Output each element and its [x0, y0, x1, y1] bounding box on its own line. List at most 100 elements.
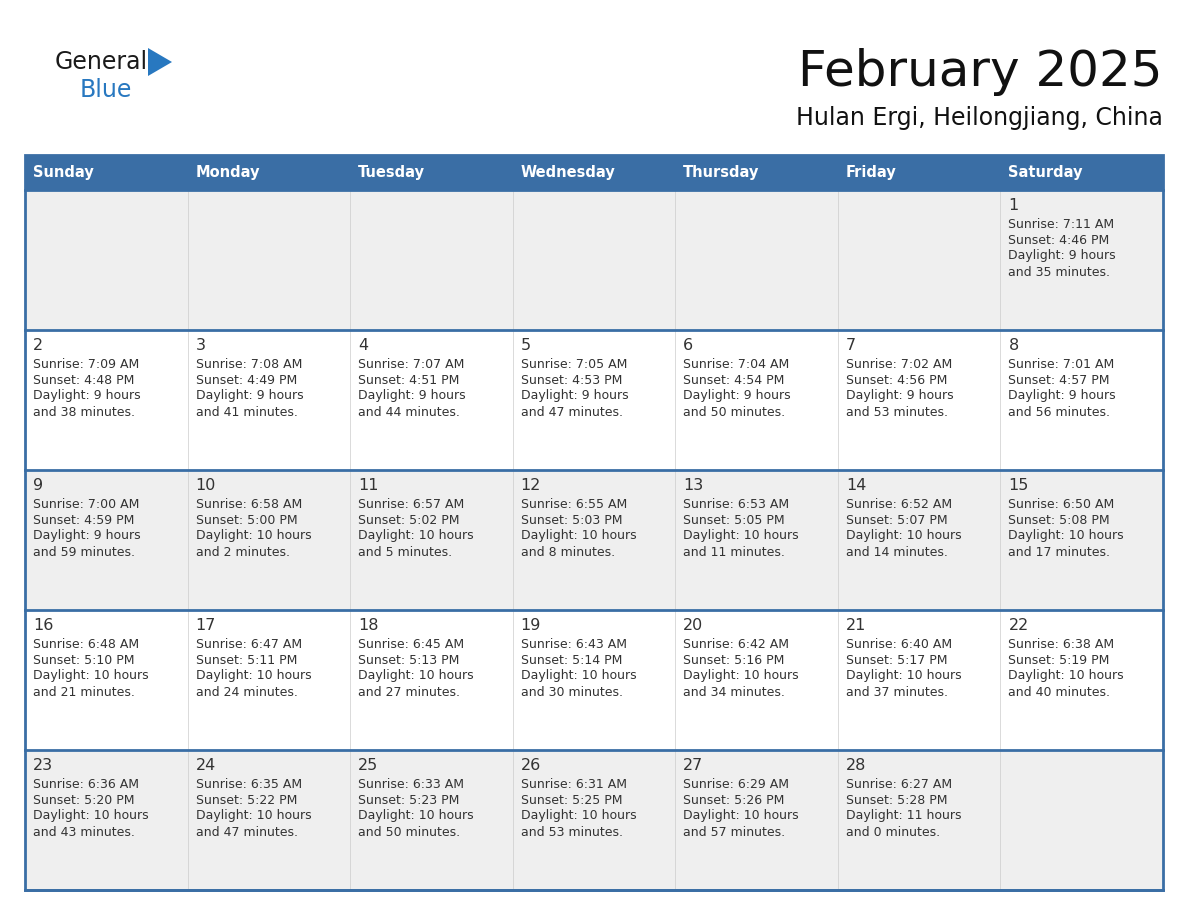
Text: 20: 20 [683, 619, 703, 633]
Text: and 35 minutes.: and 35 minutes. [1009, 265, 1111, 278]
Text: and 34 minutes.: and 34 minutes. [683, 686, 785, 699]
Text: Daylight: 10 hours: Daylight: 10 hours [520, 530, 637, 543]
Text: 2: 2 [33, 339, 43, 353]
Text: Sunset: 5:26 PM: Sunset: 5:26 PM [683, 793, 784, 807]
Text: Daylight: 10 hours: Daylight: 10 hours [520, 810, 637, 823]
Text: Sunset: 5:28 PM: Sunset: 5:28 PM [846, 793, 947, 807]
Text: Sunset: 5:10 PM: Sunset: 5:10 PM [33, 654, 134, 666]
Text: Sunrise: 7:11 AM: Sunrise: 7:11 AM [1009, 218, 1114, 230]
Text: Sunrise: 6:47 AM: Sunrise: 6:47 AM [196, 637, 302, 651]
Text: Sunset: 5:23 PM: Sunset: 5:23 PM [358, 793, 460, 807]
Text: Sunset: 5:13 PM: Sunset: 5:13 PM [358, 654, 460, 666]
Text: Sunset: 4:49 PM: Sunset: 4:49 PM [196, 374, 297, 386]
Text: Daylight: 9 hours: Daylight: 9 hours [33, 389, 140, 402]
Text: Daylight: 10 hours: Daylight: 10 hours [1009, 530, 1124, 543]
Text: Daylight: 10 hours: Daylight: 10 hours [683, 530, 798, 543]
Text: 17: 17 [196, 619, 216, 633]
Text: Sunrise: 6:52 AM: Sunrise: 6:52 AM [846, 498, 952, 510]
Text: Sunrise: 6:42 AM: Sunrise: 6:42 AM [683, 637, 789, 651]
Text: Sunset: 5:20 PM: Sunset: 5:20 PM [33, 793, 134, 807]
Text: Sunset: 4:48 PM: Sunset: 4:48 PM [33, 374, 134, 386]
Text: 18: 18 [358, 619, 379, 633]
Text: 11: 11 [358, 478, 379, 494]
Text: 22: 22 [1009, 619, 1029, 633]
Text: Sunset: 4:53 PM: Sunset: 4:53 PM [520, 374, 623, 386]
Text: Daylight: 10 hours: Daylight: 10 hours [358, 810, 474, 823]
Text: 15: 15 [1009, 478, 1029, 494]
Text: Sunrise: 6:35 AM: Sunrise: 6:35 AM [196, 778, 302, 790]
Text: Sunset: 5:19 PM: Sunset: 5:19 PM [1009, 654, 1110, 666]
Text: and 11 minutes.: and 11 minutes. [683, 545, 785, 558]
Text: Sunset: 5:07 PM: Sunset: 5:07 PM [846, 513, 948, 527]
Text: Daylight: 10 hours: Daylight: 10 hours [1009, 669, 1124, 682]
Text: Sunset: 5:16 PM: Sunset: 5:16 PM [683, 654, 784, 666]
Text: General: General [55, 50, 148, 74]
Text: Sunset: 5:11 PM: Sunset: 5:11 PM [196, 654, 297, 666]
Text: 21: 21 [846, 619, 866, 633]
Text: 23: 23 [33, 758, 53, 774]
Text: Thursday: Thursday [683, 165, 759, 180]
Text: and 17 minutes.: and 17 minutes. [1009, 545, 1111, 558]
Text: Sunset: 4:57 PM: Sunset: 4:57 PM [1009, 374, 1110, 386]
Bar [25, 750, 1163, 890]
Text: Daylight: 10 hours: Daylight: 10 hours [846, 530, 961, 543]
Text: Sunrise: 6:43 AM: Sunrise: 6:43 AM [520, 637, 627, 651]
Text: Sunrise: 7:05 AM: Sunrise: 7:05 AM [520, 357, 627, 371]
Text: and 57 minutes.: and 57 minutes. [683, 825, 785, 838]
Text: Daylight: 10 hours: Daylight: 10 hours [683, 810, 798, 823]
Text: Sunset: 5:17 PM: Sunset: 5:17 PM [846, 654, 947, 666]
Text: 5: 5 [520, 339, 531, 353]
Text: 4: 4 [358, 339, 368, 353]
Text: Sunrise: 6:58 AM: Sunrise: 6:58 AM [196, 498, 302, 510]
Text: Sunset: 5:22 PM: Sunset: 5:22 PM [196, 793, 297, 807]
Text: Sunset: 5:03 PM: Sunset: 5:03 PM [520, 513, 623, 527]
Text: Sunset: 4:54 PM: Sunset: 4:54 PM [683, 374, 784, 386]
Text: Daylight: 10 hours: Daylight: 10 hours [33, 669, 148, 682]
Text: and 41 minutes.: and 41 minutes. [196, 406, 297, 419]
Text: Daylight: 10 hours: Daylight: 10 hours [196, 669, 311, 682]
Text: Sunrise: 6:38 AM: Sunrise: 6:38 AM [1009, 637, 1114, 651]
Text: Sunrise: 6:50 AM: Sunrise: 6:50 AM [1009, 498, 1114, 510]
Text: 26: 26 [520, 758, 541, 774]
Text: 14: 14 [846, 478, 866, 494]
Bar [25, 470, 1163, 610]
Text: 27: 27 [683, 758, 703, 774]
Text: and 27 minutes.: and 27 minutes. [358, 686, 460, 699]
Text: and 44 minutes.: and 44 minutes. [358, 406, 460, 419]
Text: Sunset: 4:56 PM: Sunset: 4:56 PM [846, 374, 947, 386]
Text: Daylight: 9 hours: Daylight: 9 hours [33, 530, 140, 543]
Text: Sunrise: 6:48 AM: Sunrise: 6:48 AM [33, 637, 139, 651]
Text: Saturday: Saturday [1009, 165, 1083, 180]
Text: Sunset: 4:51 PM: Sunset: 4:51 PM [358, 374, 460, 386]
Text: Daylight: 10 hours: Daylight: 10 hours [520, 669, 637, 682]
Bar [25, 190, 1163, 330]
Text: Daylight: 10 hours: Daylight: 10 hours [683, 669, 798, 682]
Text: Sunrise: 6:31 AM: Sunrise: 6:31 AM [520, 778, 627, 790]
Bar [25, 155, 1163, 890]
Text: 9: 9 [33, 478, 43, 494]
Text: Daylight: 9 hours: Daylight: 9 hours [358, 389, 466, 402]
Text: Daylight: 9 hours: Daylight: 9 hours [196, 389, 303, 402]
Text: Sunrise: 7:08 AM: Sunrise: 7:08 AM [196, 357, 302, 371]
Bar [350, 155, 513, 190]
Text: 7: 7 [846, 339, 857, 353]
Text: and 14 minutes.: and 14 minutes. [846, 545, 948, 558]
Bar [838, 155, 1000, 190]
Text: Daylight: 10 hours: Daylight: 10 hours [358, 530, 474, 543]
Text: Sunset: 5:25 PM: Sunset: 5:25 PM [520, 793, 623, 807]
Text: and 40 minutes.: and 40 minutes. [1009, 686, 1111, 699]
Text: 3: 3 [196, 339, 206, 353]
Text: Sunrise: 6:53 AM: Sunrise: 6:53 AM [683, 498, 789, 510]
Text: 6: 6 [683, 339, 694, 353]
Text: 28: 28 [846, 758, 866, 774]
Text: Sunrise: 6:29 AM: Sunrise: 6:29 AM [683, 778, 789, 790]
Text: Friday: Friday [846, 165, 897, 180]
Text: Daylight: 10 hours: Daylight: 10 hours [846, 669, 961, 682]
Text: Daylight: 10 hours: Daylight: 10 hours [196, 810, 311, 823]
Text: Sunrise: 7:02 AM: Sunrise: 7:02 AM [846, 357, 952, 371]
Bar [25, 330, 1163, 470]
Text: Sunrise: 6:36 AM: Sunrise: 6:36 AM [33, 778, 139, 790]
Text: and 2 minutes.: and 2 minutes. [196, 545, 290, 558]
Text: Daylight: 9 hours: Daylight: 9 hours [520, 389, 628, 402]
Bar [188, 155, 350, 190]
